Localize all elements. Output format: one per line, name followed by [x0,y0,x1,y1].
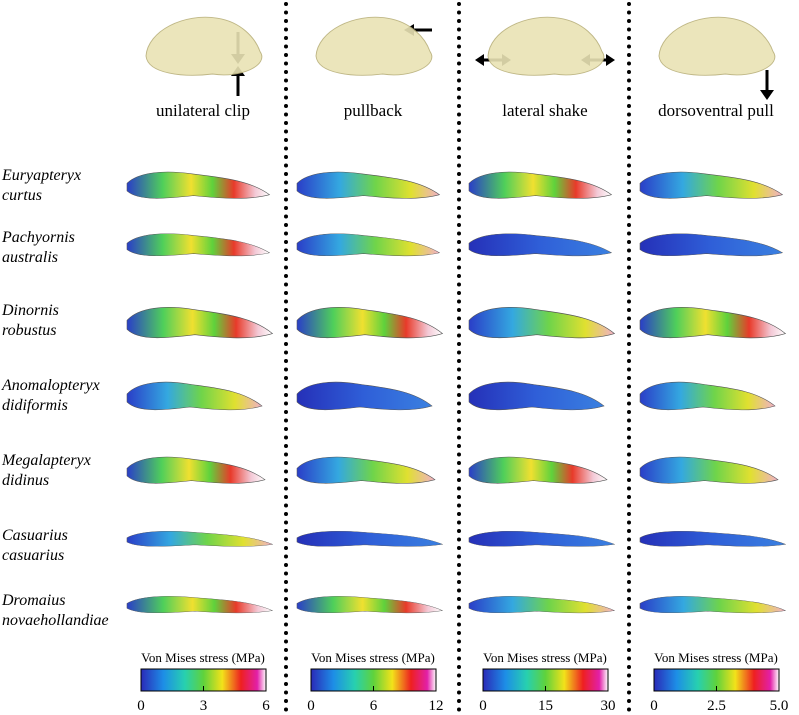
species-genus: Casuarius [2,527,68,544]
colorbar-tick-label: 30 [601,698,616,714]
species-genus: Megalapteryx [1,452,91,469]
species-epithet: australis [2,249,58,266]
colorbar-tick-label: 0 [479,698,487,714]
mandible-stress-map [126,171,270,199]
mandible-stress-map [468,381,605,411]
mandible-stress-map [296,233,440,257]
colorbar-tick-label: 15 [538,698,553,714]
species-epithet: curtus [2,187,42,204]
mandible-stress-map [468,595,615,614]
mandible-stress-map [296,171,440,199]
species-epithet: didiformis [2,397,68,414]
mandible-stress-map [639,530,786,547]
species-genus: Dinornis [1,302,59,319]
colorbar-tick-label: 3 [200,698,208,714]
mandible-stress-map [296,381,433,411]
species-genus: Pachyornis [1,229,75,246]
mandible-stress-map [126,306,274,339]
skull-render [658,16,776,76]
colorbar-tick-label: 2.5 [707,698,726,714]
mandible-stress-map [639,381,776,411]
colorbar-tick-label: 6 [262,698,270,714]
species-genus: Anomalopteryx [1,377,100,394]
separators [284,2,631,714]
mandible-stress-map [296,456,436,484]
mandible-stress-map [296,306,444,339]
colorbar-tick-label: 12 [429,698,444,714]
column-label: lateral shake [502,101,587,120]
mandible-stress-map [639,171,783,199]
colorbar-title: Von Mises stress (MPa) [141,650,265,665]
mandible-stress-map [126,456,266,484]
colorbar-title: Von Mises stress (MPa) [311,650,435,665]
mandible-stress-map [639,233,783,257]
mandible-stress-map [639,595,786,614]
mandible-stress-map [468,456,608,484]
species-genus: Dromaius [1,592,65,609]
column-label: unilateral clip [156,101,250,120]
species-epithet: novaehollandiae [2,612,109,629]
skull-render [315,16,433,76]
colorbar-tick-label: 5.0 [770,698,789,714]
mandible-stress-map [126,233,270,257]
mandible-stress-map [296,595,443,614]
species-epithet: casuarius [2,547,64,564]
mandible-stress-map [639,306,787,339]
mandible-stress-map [296,530,443,547]
mandible-stress-map [126,595,273,614]
colorbar-title: Von Mises stress (MPa) [654,650,778,665]
column-label: pullback [344,101,403,120]
mandible-stress-map [126,381,263,411]
colorbar-tick-label: 6 [370,698,378,714]
mandible-stress-map [639,456,779,484]
mandible-stress-map [126,530,273,547]
mandible-stress-map [468,306,616,339]
species-genus: Euryapteryx [1,167,81,184]
mandible-stress-map [468,171,612,199]
skull-render [145,16,263,76]
mandible-stress-map [468,530,615,547]
species-epithet: robustus [2,322,57,339]
species-epithet: didinus [2,472,49,489]
colorbar-title: Von Mises stress (MPa) [483,650,607,665]
column-label: dorsoventral pull [658,101,774,120]
colorbar-tick-label: 0 [650,698,658,714]
skull-render [487,16,605,76]
mandible-stress-map [468,233,612,257]
colorbar-tick-label: 0 [307,698,315,714]
colorbar-tick-label: 0 [137,698,145,714]
